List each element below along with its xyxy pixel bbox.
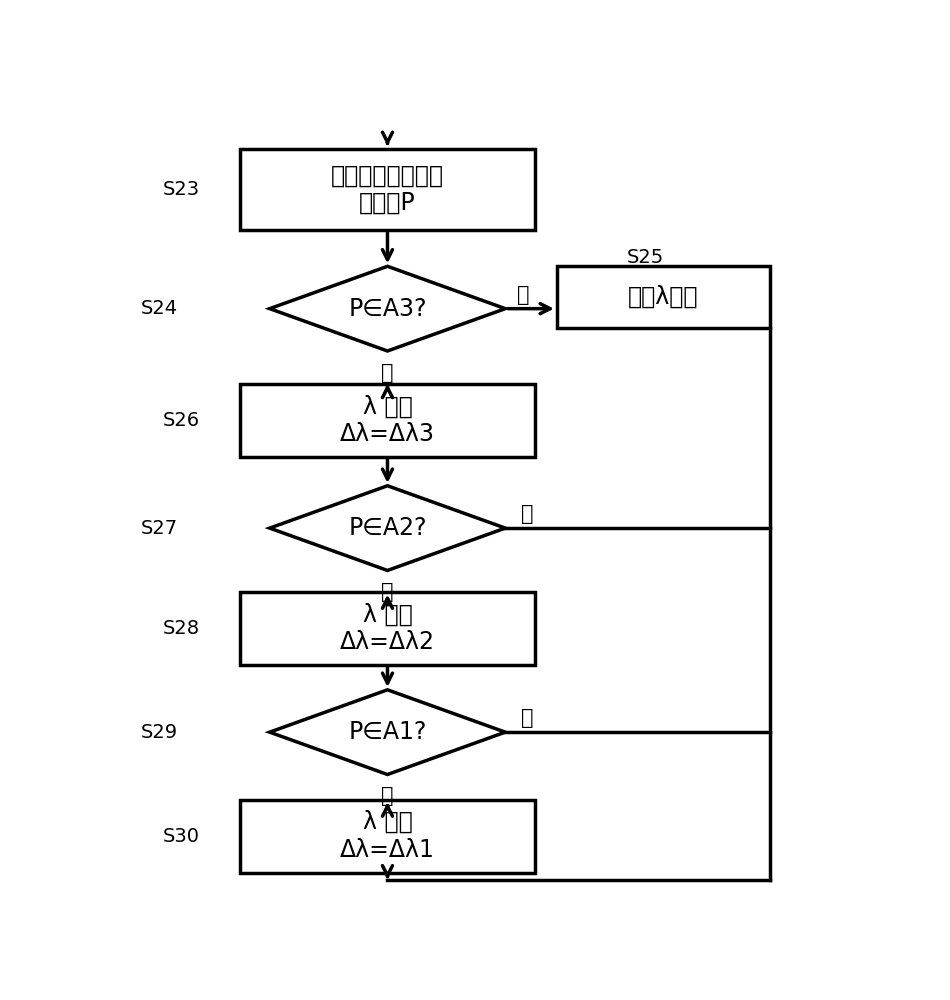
Text: 是: 是 [381, 363, 393, 383]
Polygon shape [270, 486, 505, 570]
Bar [240, 384, 535, 457]
Text: S28: S28 [163, 619, 200, 638]
Text: 是: 是 [381, 582, 393, 602]
Text: 是: 是 [381, 786, 393, 806]
Text: S24: S24 [141, 299, 178, 318]
Bar [557, 266, 770, 328]
Text: S25: S25 [627, 248, 664, 267]
Text: 没有λ调整: 没有λ调整 [628, 285, 699, 309]
Bar [240, 592, 535, 665]
Text: S29: S29 [141, 723, 178, 742]
Text: P∈A1?: P∈A1? [349, 720, 427, 744]
Text: S27: S27 [141, 519, 178, 538]
Text: 否: 否 [522, 708, 534, 728]
Text: P∈A2?: P∈A2? [349, 516, 427, 540]
Polygon shape [270, 690, 505, 774]
Polygon shape [270, 266, 505, 351]
Text: λ 调整
Δλ=Δλ3: λ 调整 Δλ=Δλ3 [340, 394, 435, 446]
Bar [240, 149, 535, 230]
Text: S23: S23 [163, 180, 200, 199]
Bar [240, 800, 535, 873]
Text: S26: S26 [163, 411, 200, 430]
Text: 求得燃烧发动机的
运行点P: 求得燃烧发动机的 运行点P [331, 163, 444, 215]
Text: λ 调整
Δλ=Δλ1: λ 调整 Δλ=Δλ1 [340, 810, 435, 862]
Text: 否: 否 [522, 504, 534, 524]
Text: P∈A3?: P∈A3? [349, 297, 427, 321]
Text: 否: 否 [518, 285, 530, 305]
Text: S30: S30 [163, 827, 200, 846]
Text: λ 调整
Δλ=Δλ2: λ 调整 Δλ=Δλ2 [340, 602, 435, 654]
